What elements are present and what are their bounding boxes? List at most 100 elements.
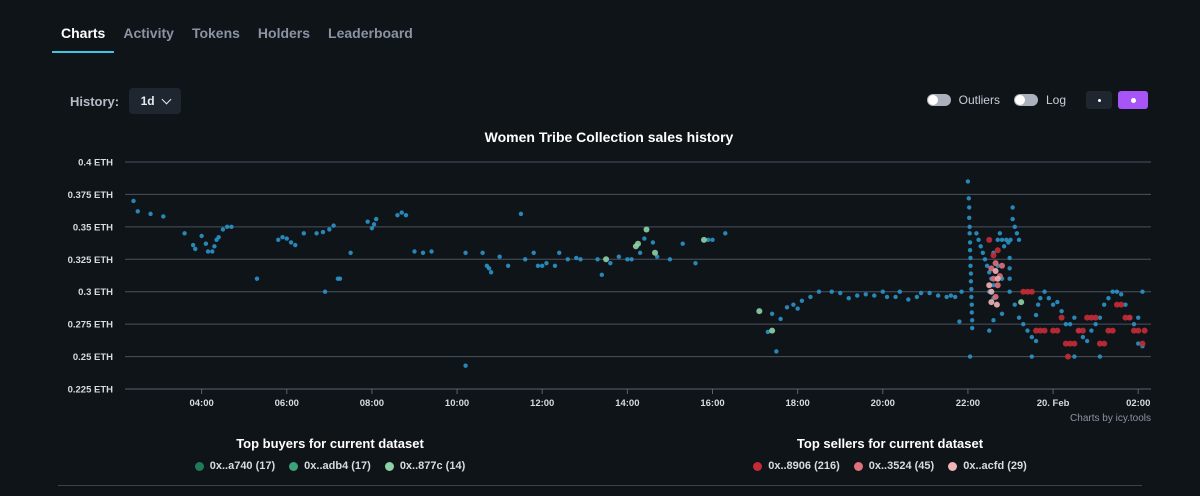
data-point[interactable] xyxy=(429,249,434,254)
data-point[interactable] xyxy=(838,290,843,296)
data-point[interactable] xyxy=(403,212,409,218)
data-point[interactable] xyxy=(1072,354,1077,359)
data-point[interactable] xyxy=(337,276,343,281)
data-point[interactable] xyxy=(906,297,911,302)
data-point[interactable] xyxy=(967,240,973,245)
data-point[interactable] xyxy=(1050,327,1057,334)
log-toggle[interactable]: Log xyxy=(1013,93,1066,107)
data-point[interactable] xyxy=(1001,244,1007,249)
data-point[interactable] xyxy=(967,248,973,253)
data-point[interactable] xyxy=(1079,327,1086,334)
data-point[interactable] xyxy=(599,272,605,278)
data-point[interactable] xyxy=(980,250,986,255)
data-point[interactable] xyxy=(182,231,187,236)
data-point[interactable] xyxy=(1033,312,1039,318)
data-point[interactable] xyxy=(1092,314,1099,321)
data-point[interactable] xyxy=(284,236,289,241)
data-point[interactable] xyxy=(650,240,656,245)
data-point[interactable] xyxy=(968,255,973,261)
data-point[interactable] xyxy=(982,257,988,262)
data-point[interactable] xyxy=(254,276,260,281)
data-point[interactable] xyxy=(1118,301,1125,308)
buyer-legend-item[interactable]: 0x..877c (14) xyxy=(384,460,465,472)
data-point[interactable] xyxy=(505,263,511,268)
data-point[interactable] xyxy=(1024,288,1031,295)
data-point[interactable] xyxy=(1029,354,1034,359)
data-point[interactable] xyxy=(1055,299,1060,305)
data-point[interactable] xyxy=(373,216,379,222)
data-point[interactable] xyxy=(1007,255,1012,261)
data-point[interactable] xyxy=(1007,276,1012,281)
data-point[interactable] xyxy=(706,237,711,243)
data-point[interactable] xyxy=(1135,327,1142,334)
data-point[interactable] xyxy=(199,233,204,239)
data-point[interactable] xyxy=(991,283,996,288)
large-dots-button[interactable] xyxy=(1118,91,1148,109)
data-point[interactable] xyxy=(976,237,981,243)
data-point[interactable] xyxy=(280,235,285,240)
data-point[interactable] xyxy=(967,224,972,230)
data-point[interactable] xyxy=(1140,289,1145,294)
data-point[interactable] xyxy=(1062,340,1069,347)
data-point[interactable] xyxy=(700,236,707,243)
data-point[interactable] xyxy=(486,266,492,271)
data-point[interactable] xyxy=(1014,231,1020,236)
data-point[interactable] xyxy=(884,294,890,300)
data-point[interactable] xyxy=(557,250,562,255)
outliers-toggle[interactable]: Outliers xyxy=(926,93,1000,107)
data-point[interactable] xyxy=(1046,296,1052,301)
data-point[interactable] xyxy=(969,325,975,331)
data-point[interactable] xyxy=(1105,327,1112,334)
data-point[interactable] xyxy=(210,249,215,254)
data-point[interactable] xyxy=(1029,334,1034,340)
data-point[interactable] xyxy=(680,241,685,246)
data-point[interactable] xyxy=(1110,289,1115,294)
data-point[interactable] xyxy=(968,263,973,268)
data-point[interactable] xyxy=(480,250,485,255)
data-point[interactable] xyxy=(1025,328,1030,333)
data-point[interactable] xyxy=(216,235,221,240)
data-point[interactable] xyxy=(399,210,404,215)
data-point[interactable] xyxy=(1096,340,1103,347)
data-point[interactable] xyxy=(578,257,583,262)
data-point[interactable] xyxy=(412,249,417,254)
data-point[interactable] xyxy=(1033,338,1039,344)
data-point[interactable] xyxy=(1063,321,1069,327)
seller-legend-item[interactable]: 0x..3524 (45) xyxy=(853,460,934,472)
data-point[interactable] xyxy=(988,288,995,295)
data-point[interactable] xyxy=(301,231,307,236)
data-point[interactable] xyxy=(608,260,613,266)
data-point[interactable] xyxy=(1038,296,1043,301)
data-point[interactable] xyxy=(693,260,698,266)
data-point[interactable] xyxy=(616,254,622,259)
data-point[interactable] xyxy=(791,302,796,307)
data-point[interactable] xyxy=(276,237,281,243)
data-point[interactable] xyxy=(1050,302,1056,307)
data-point[interactable] xyxy=(540,263,545,268)
data-point[interactable] xyxy=(1007,266,1012,271)
data-point[interactable] xyxy=(1033,327,1040,334)
data-point[interactable] xyxy=(846,296,851,301)
data-point[interactable] xyxy=(1097,354,1103,359)
data-point[interactable] xyxy=(531,250,536,255)
data-point[interactable] xyxy=(1101,302,1107,307)
data-point[interactable] xyxy=(331,223,336,228)
data-point[interactable] xyxy=(395,212,400,218)
data-point[interactable] xyxy=(131,198,136,204)
data-point[interactable] xyxy=(667,257,673,262)
data-point[interactable] xyxy=(220,227,226,232)
data-point[interactable] xyxy=(293,242,298,248)
data-point[interactable] xyxy=(1007,289,1012,294)
data-point[interactable] xyxy=(765,329,771,335)
chart-credit[interactable]: Charts by icy.tools xyxy=(1070,413,1151,424)
data-point[interactable] xyxy=(968,271,974,276)
data-point[interactable] xyxy=(625,257,630,262)
data-point[interactable] xyxy=(995,237,1000,243)
data-point[interactable] xyxy=(1041,327,1048,334)
data-point[interactable] xyxy=(918,290,924,296)
data-point[interactable] xyxy=(948,293,954,298)
data-point[interactable] xyxy=(205,249,211,254)
data-point[interactable] xyxy=(999,311,1005,316)
data-point[interactable] xyxy=(1139,340,1146,347)
data-point[interactable] xyxy=(1113,301,1120,308)
